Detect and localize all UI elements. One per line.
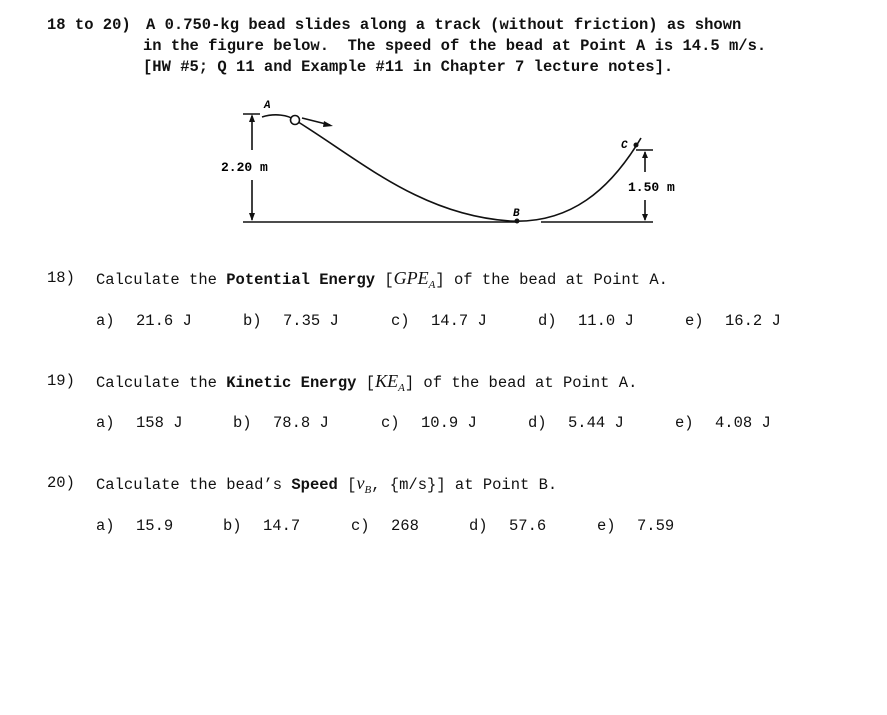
prompt-text: Potential Energy [226, 271, 376, 289]
option-text: 268 [391, 517, 419, 535]
figure: A B C 2.20 m 1.50 m [221, 100, 675, 224]
prompt-text: KE [375, 371, 399, 391]
prompt-text: Calculate the [96, 271, 227, 289]
option-text: 78.8 J [273, 414, 329, 432]
option-text: 57.6 [509, 517, 547, 535]
height-a: 2.20 m [221, 160, 268, 175]
question-number: 20) [47, 474, 75, 492]
bead [289, 114, 301, 126]
prompt-text: , {m/s}] at Point B. [371, 476, 558, 494]
option-letter: e) [675, 414, 694, 432]
option-letter: e) [685, 312, 704, 330]
header-line: in the figure below. The speed of the be… [143, 37, 767, 55]
prompt-text: B [364, 484, 372, 496]
option-letter: b) [233, 414, 252, 432]
option-letter: d) [538, 312, 557, 330]
option-letter: b) [243, 312, 262, 330]
option-letter: a) [96, 312, 115, 330]
question-number: 19) [47, 372, 75, 390]
point-b [514, 218, 520, 224]
question-prompt: Calculate the bead’s Speed [vB, {m/s}] a… [96, 473, 557, 500]
prompt-text: A [398, 382, 405, 394]
header-number: 18 to 20) [47, 16, 131, 34]
prompt-text: ] of the bead at Point A. [404, 374, 638, 392]
option-text: 11.0 J [578, 312, 634, 330]
label-a: A [263, 100, 271, 112]
option-letter: e) [597, 517, 616, 535]
height-c: 1.50 m [628, 180, 675, 195]
option-text: 14.7 [263, 517, 301, 535]
option-text: 16.2 J [725, 312, 781, 330]
option-text: 4.08 J [715, 414, 771, 432]
track [261, 114, 642, 222]
header-line: [HW #5; Q 11 and Example #11 in Chapter … [143, 58, 674, 76]
prompt-text: Calculate the [96, 374, 227, 392]
question-number: 18) [47, 269, 75, 287]
option-text: 5.44 J [568, 414, 624, 432]
option-letter: c) [351, 517, 370, 535]
prompt-text: Speed [291, 476, 338, 494]
prompt-text: GPE [393, 268, 429, 288]
question-prompt: Calculate the Kinetic Energy [KEA] of th… [96, 371, 637, 398]
option-letter: d) [528, 414, 547, 432]
option-letter: d) [469, 517, 488, 535]
prompt-text: v [356, 473, 365, 493]
option-letter: a) [96, 517, 115, 535]
question-prompt: Calculate the Potential Energy [GPEA] of… [96, 268, 668, 295]
prompt-text: Kinetic Energy [226, 374, 357, 392]
label-b: B [513, 208, 520, 220]
option-letter: a) [96, 414, 115, 432]
prompt-text: Calculate the bead’s [96, 476, 292, 494]
prompt-text: [ [356, 374, 376, 392]
option-letter: c) [381, 414, 400, 432]
point-c [633, 142, 639, 148]
label-c: C [621, 140, 628, 152]
arrowheads [249, 114, 648, 221]
prompt-text: ] of the bead at Point A. [435, 271, 668, 289]
prompt-text: [ [375, 271, 394, 289]
option-text: 21.6 J [136, 312, 192, 330]
option-text: 7.35 J [283, 312, 339, 330]
option-text: 14.7 J [431, 312, 487, 330]
option-text: 158 J [136, 414, 183, 432]
option-text: 7.59 [637, 517, 675, 535]
prompt-text: [ [337, 476, 357, 494]
prompt-text: A [428, 279, 436, 291]
header-line: A 0.750-kg bead slides along a track (wi… [146, 16, 742, 34]
option-letter: b) [223, 517, 242, 535]
option-letter: c) [391, 312, 410, 330]
option-text: 10.9 J [421, 414, 477, 432]
option-text: 15.9 [136, 517, 174, 535]
